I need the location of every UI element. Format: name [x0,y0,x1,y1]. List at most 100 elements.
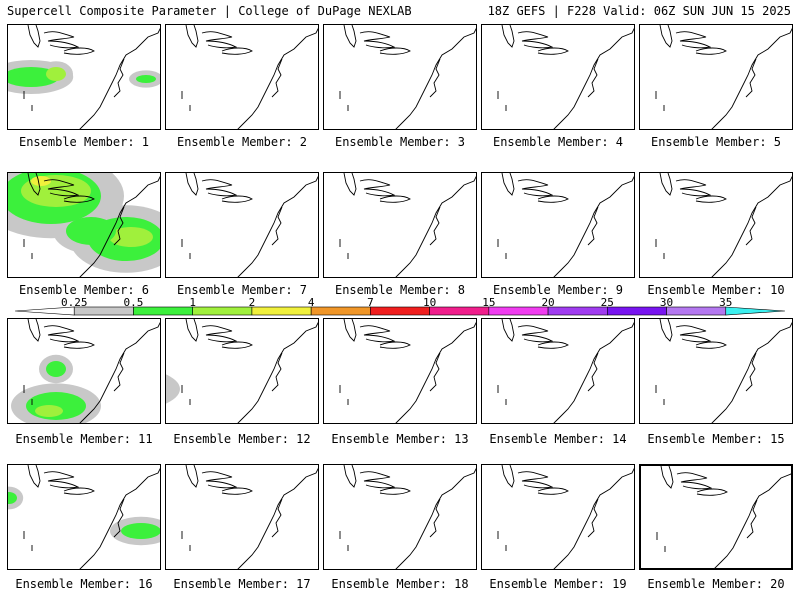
member-map-svg [339,465,476,569]
coastline [185,465,199,488]
member-map-18[interactable] [323,464,477,570]
coastline [395,321,476,423]
member-map-svg [655,173,792,277]
coastline [553,321,634,423]
coastline [113,206,125,246]
coastline [43,31,80,49]
coastline [537,195,569,203]
member-map-14[interactable] [481,318,635,424]
coastline [676,472,713,490]
coastline [359,471,396,489]
coastline [185,319,199,342]
scp-contour [46,361,66,377]
member-map-svg [655,319,792,423]
scp-contour [46,67,66,81]
member-map-svg [339,319,476,423]
scp-contour [136,75,156,83]
member-map-svg [656,466,791,568]
coastline [237,321,318,423]
coastline [271,206,283,246]
coastline [587,498,599,538]
coastline [429,498,441,538]
coastline [429,58,441,98]
member-caption: Ensemble Member: 3 [334,135,466,149]
member-caption: Ensemble Member: 10 [647,283,785,297]
coastline [63,195,95,203]
coastline [537,47,569,55]
member-map-10[interactable] [639,172,793,278]
coastline [201,179,238,197]
member-map-svg [497,465,634,569]
member-map-svg [8,465,160,569]
coastline [79,467,160,569]
coastline [517,31,554,49]
color-scale-tick-label: 2 [248,296,256,309]
member-map-9[interactable] [481,172,635,278]
coastline [517,471,554,489]
member-map-5[interactable] [639,24,793,130]
coastline [537,487,569,495]
coastline [659,319,673,342]
member-map-svg [181,465,318,569]
coastline [745,58,757,98]
member-map-svg [339,173,476,277]
coastline [553,467,634,569]
member-map-7[interactable] [165,172,319,278]
coastline [113,58,125,98]
member-caption: Ensemble Member: 4 [492,135,624,149]
scp-contour-low [166,374,180,404]
color-scale-tick-label: 1 [189,296,196,309]
coastline [79,321,160,423]
coastline [695,195,727,203]
coastline [27,25,41,48]
coastline [395,467,476,569]
coastline [271,498,283,538]
coastline [517,325,554,343]
coastline [359,179,396,197]
member-caption: Ensemble Member: 18 [331,577,469,591]
member-map-15[interactable] [639,318,793,424]
coastline [63,47,95,55]
color-scale-swatch [725,306,786,316]
member-map-12[interactable] [165,318,319,424]
member-map-17[interactable] [165,464,319,570]
coastline [271,58,283,98]
member-map-2[interactable] [165,24,319,130]
coastline [27,465,41,488]
scp-contour [35,405,63,417]
coastline [553,27,634,129]
coastline [714,472,791,568]
member-map-19[interactable] [481,464,635,570]
coastline [221,47,253,55]
coastline [379,195,411,203]
color-scale-swatch [429,306,490,316]
member-map-20[interactable] [639,464,793,570]
coastline [343,465,357,488]
color-scale-tick-label: 15 [482,296,496,309]
member-map-13[interactable] [323,318,477,424]
member-map-8[interactable] [323,172,477,278]
coastline [429,352,441,392]
coastline [113,352,125,392]
member-caption: Ensemble Member: 20 [647,577,785,591]
scp-contour [8,67,59,87]
member-map-3[interactable] [323,24,477,130]
member-map-4[interactable] [481,24,635,130]
coastline [237,175,318,277]
coastline [79,175,160,277]
member-map-svg [497,25,634,129]
coastline [359,325,396,343]
coastline [221,487,253,495]
scp-contour [109,227,153,247]
member-map-6[interactable] [7,172,161,278]
member-caption: Ensemble Member: 16 [15,577,153,591]
member-map-11[interactable] [7,318,161,424]
member-map-16[interactable] [7,464,161,570]
color-scale-swatch [192,306,253,316]
member-caption: Ensemble Member: 12 [173,432,311,446]
coastline [271,352,283,392]
member-map-1[interactable] [7,24,161,130]
color-scale-swatch [488,306,549,316]
member-caption: Ensemble Member: 17 [173,577,311,591]
coastline [43,471,80,489]
